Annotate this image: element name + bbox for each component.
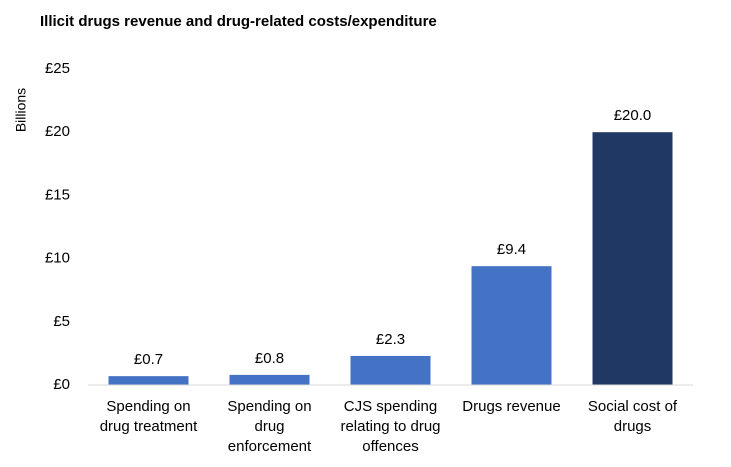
value-label: £0.8 bbox=[255, 350, 284, 367]
value-label: £9.4 bbox=[497, 241, 526, 258]
value-label: £0.7 bbox=[134, 351, 163, 368]
y-tick-label: £20 bbox=[45, 123, 70, 140]
y-tick-label: £15 bbox=[45, 186, 70, 203]
y-tick-label: £10 bbox=[45, 250, 70, 267]
bar bbox=[229, 374, 310, 385]
bar bbox=[108, 376, 189, 385]
x-tick-label: Social cost of drugs bbox=[587, 398, 678, 435]
bar bbox=[350, 355, 431, 385]
bar bbox=[471, 266, 552, 385]
x-tick-label: Drugs revenue bbox=[462, 398, 561, 415]
x-tick-label: Spending on drug treatment bbox=[99, 398, 198, 435]
chart-title: Illicit drugs revenue and drug-related c… bbox=[40, 13, 437, 30]
x-tick-label: CJS spending relating to drug offences bbox=[340, 398, 441, 455]
x-tick-label: Spending on drug enforcement bbox=[227, 398, 312, 455]
y-axis-title: Billions bbox=[13, 88, 29, 132]
value-label: £2.3 bbox=[376, 331, 405, 348]
y-tick-label: £0 bbox=[53, 376, 70, 393]
y-tick-label: £5 bbox=[53, 313, 70, 330]
y-tick-label: £25 bbox=[45, 60, 70, 77]
bar bbox=[592, 132, 673, 385]
value-label: £20.0 bbox=[614, 107, 652, 124]
